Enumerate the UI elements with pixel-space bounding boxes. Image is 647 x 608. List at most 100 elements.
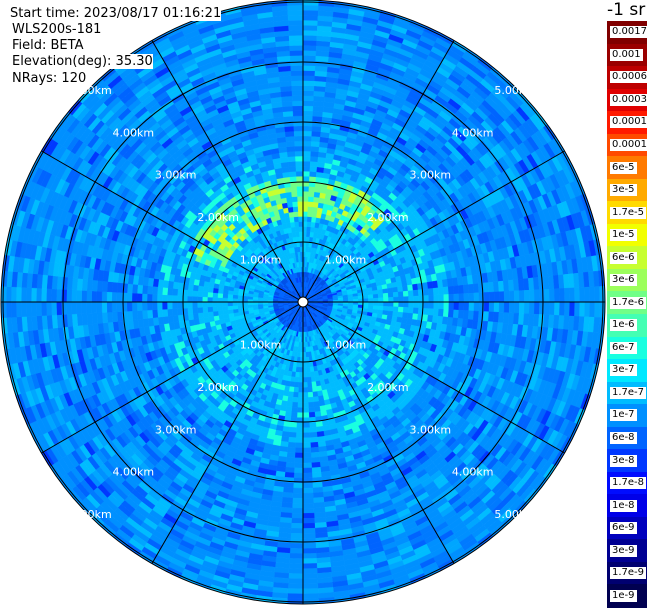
ppi-cell bbox=[409, 296, 414, 302]
ppi-cell bbox=[397, 312, 403, 318]
ppi-cell bbox=[286, 462, 295, 468]
ppi-cell bbox=[177, 295, 182, 302]
ppi-cell bbox=[303, 171, 310, 176]
ppi-cell bbox=[414, 302, 419, 308]
ppi-cell bbox=[295, 156, 303, 161]
ppi-cell bbox=[423, 289, 429, 296]
ppi-cell bbox=[291, 186, 297, 191]
ppi-cell bbox=[297, 408, 303, 413]
ppi-cell bbox=[294, 217, 299, 222]
ppi-cell bbox=[314, 197, 320, 203]
ppi-cell bbox=[112, 312, 118, 322]
ppi-cell bbox=[489, 302, 494, 312]
ppi-cell bbox=[383, 298, 388, 302]
ppi-cell bbox=[297, 191, 303, 196]
ppi-cell bbox=[222, 298, 227, 302]
ppi-cell bbox=[429, 302, 434, 309]
ppi-cell bbox=[444, 302, 449, 310]
ppi-cell bbox=[315, 187, 322, 193]
ppi-cell bbox=[207, 297, 212, 302]
ppi-cell bbox=[458, 310, 464, 319]
ppi-cell bbox=[283, 487, 293, 493]
ppi-cell bbox=[303, 156, 311, 161]
ppi-cell bbox=[167, 288, 173, 295]
ppi-cell bbox=[309, 412, 315, 417]
ppi-cell bbox=[287, 452, 295, 458]
ppi-cell bbox=[292, 201, 298, 206]
ppi-cell bbox=[303, 498, 314, 503]
ppi-cell bbox=[464, 302, 469, 311]
ppi-cell bbox=[402, 285, 408, 291]
ppi-cell bbox=[464, 293, 469, 302]
ppi-cell bbox=[292, 101, 303, 106]
ppi-cell bbox=[187, 296, 192, 302]
ppi-cell bbox=[296, 237, 300, 242]
ppi-cell bbox=[308, 206, 313, 211]
ppi-cell bbox=[453, 286, 459, 294]
ppi-cell bbox=[311, 382, 316, 388]
ppi-cell bbox=[162, 309, 168, 317]
ppi-cell bbox=[314, 192, 320, 198]
ppi-cell bbox=[142, 285, 148, 294]
ppi-cell bbox=[439, 295, 444, 302]
ppi-cell bbox=[127, 302, 132, 311]
ppi-cell bbox=[286, 192, 292, 198]
ppi-cell bbox=[293, 111, 303, 116]
ppi-cell bbox=[192, 302, 197, 308]
ppi-cell bbox=[295, 453, 303, 458]
ppi-cell bbox=[295, 151, 303, 156]
ppi-cell bbox=[299, 232, 303, 237]
ppi-cell bbox=[299, 367, 303, 372]
ppi-cell bbox=[309, 407, 315, 412]
ppi-cell bbox=[303, 206, 308, 211]
ppi-cell bbox=[213, 311, 219, 316]
ppi-cell bbox=[314, 401, 320, 407]
ppi-cell bbox=[222, 302, 227, 306]
ppi-cell bbox=[292, 397, 298, 402]
ppi-cell bbox=[289, 166, 296, 172]
ppi-cell bbox=[303, 111, 313, 116]
ppi-cell bbox=[218, 310, 224, 315]
ppi-cell bbox=[458, 285, 464, 294]
ppi-cell bbox=[388, 288, 394, 293]
ppi-cell bbox=[288, 156, 296, 162]
ppi-cell bbox=[368, 298, 373, 302]
ppi-cell bbox=[299, 227, 303, 232]
ppi-cell bbox=[348, 297, 353, 300]
ppi-cell bbox=[162, 295, 167, 302]
ppi-cell bbox=[499, 291, 504, 302]
ppi-cell bbox=[463, 285, 469, 294]
ppi-cell bbox=[295, 146, 303, 151]
ppi-cell bbox=[157, 309, 163, 317]
ppi-cell bbox=[313, 487, 323, 493]
ppi-cell bbox=[303, 161, 310, 166]
ppi-cell bbox=[197, 291, 202, 297]
ppi-cell bbox=[192, 296, 197, 302]
ppi-cell bbox=[97, 291, 102, 302]
ppi-cell bbox=[167, 309, 173, 316]
ppi-cell bbox=[298, 387, 303, 392]
ppi-cell bbox=[504, 302, 509, 313]
ppi-cell bbox=[296, 428, 303, 433]
ppi-cell bbox=[409, 302, 414, 308]
ppi-cell bbox=[303, 146, 311, 151]
ppi-cell bbox=[287, 396, 293, 402]
ppi-cell bbox=[303, 408, 309, 413]
ppi-cell bbox=[424, 295, 429, 302]
ppi-cell bbox=[303, 463, 312, 468]
ppi-cell bbox=[303, 101, 314, 106]
ppi-cell bbox=[292, 503, 303, 508]
ppi-cell bbox=[373, 290, 378, 294]
ppi-cell bbox=[311, 462, 320, 468]
ppi-cell bbox=[303, 151, 311, 156]
ppi-cell bbox=[293, 488, 303, 493]
ppi-cell bbox=[300, 362, 303, 367]
ppi-cell bbox=[312, 391, 317, 397]
ppi-cell bbox=[509, 291, 514, 302]
ppi-cell bbox=[295, 227, 299, 232]
ppi-cell bbox=[198, 285, 204, 291]
ppi-cell bbox=[295, 377, 299, 382]
ppi-cell bbox=[312, 131, 321, 137]
ppi-cell bbox=[484, 302, 489, 312]
ppi-cell bbox=[311, 146, 319, 152]
